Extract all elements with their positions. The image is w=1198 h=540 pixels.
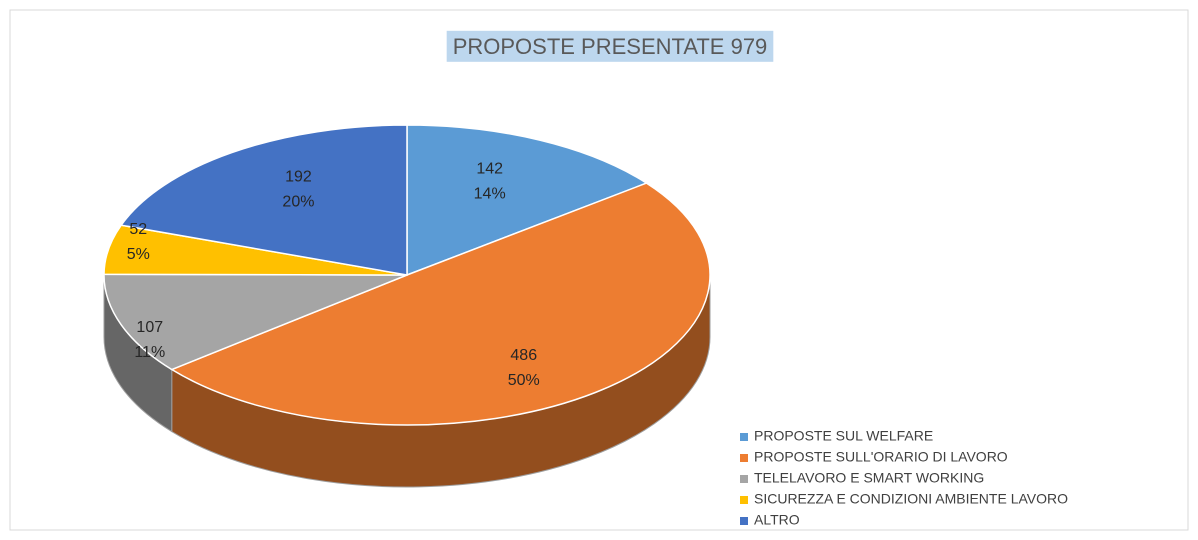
data-label-percent: 20% [282, 193, 314, 210]
legend-swatch [740, 433, 748, 441]
pie-slice [170, 182, 711, 426]
data-label: 52 [129, 221, 147, 238]
data-label: 142 [476, 161, 503, 178]
legend-label: PROPOSTE SUL WELFARE [754, 428, 933, 444]
legend-swatch [740, 517, 748, 525]
legend-swatch [740, 496, 748, 504]
data-label: 486 [510, 347, 537, 364]
legend-label: PROPOSTE SULL'ORARIO DI LAVORO [754, 449, 1008, 465]
chart-title: PROPOSTE PRESENTATE 979 [453, 34, 768, 59]
legend-label: SICUREZZA E CONDIZIONI AMBIENTE LAVORO [754, 491, 1068, 507]
legend-label: TELELAVORO E SMART WORKING [754, 470, 984, 486]
data-label: 107 [136, 319, 163, 336]
data-label-percent: 11% [134, 344, 165, 361]
pie-slice [406, 124, 649, 277]
data-label-percent: 5% [127, 246, 150, 263]
legend-label: ALTRO [754, 512, 800, 528]
data-label: 192 [285, 168, 312, 185]
pie-slice [103, 273, 408, 371]
data-label-percent: 14% [474, 186, 506, 203]
title-background [446, 30, 774, 62]
pie-slice [119, 124, 408, 276]
legend-swatch [740, 475, 748, 483]
data-label-percent: 50% [508, 372, 540, 389]
legend-swatch [740, 454, 748, 462]
